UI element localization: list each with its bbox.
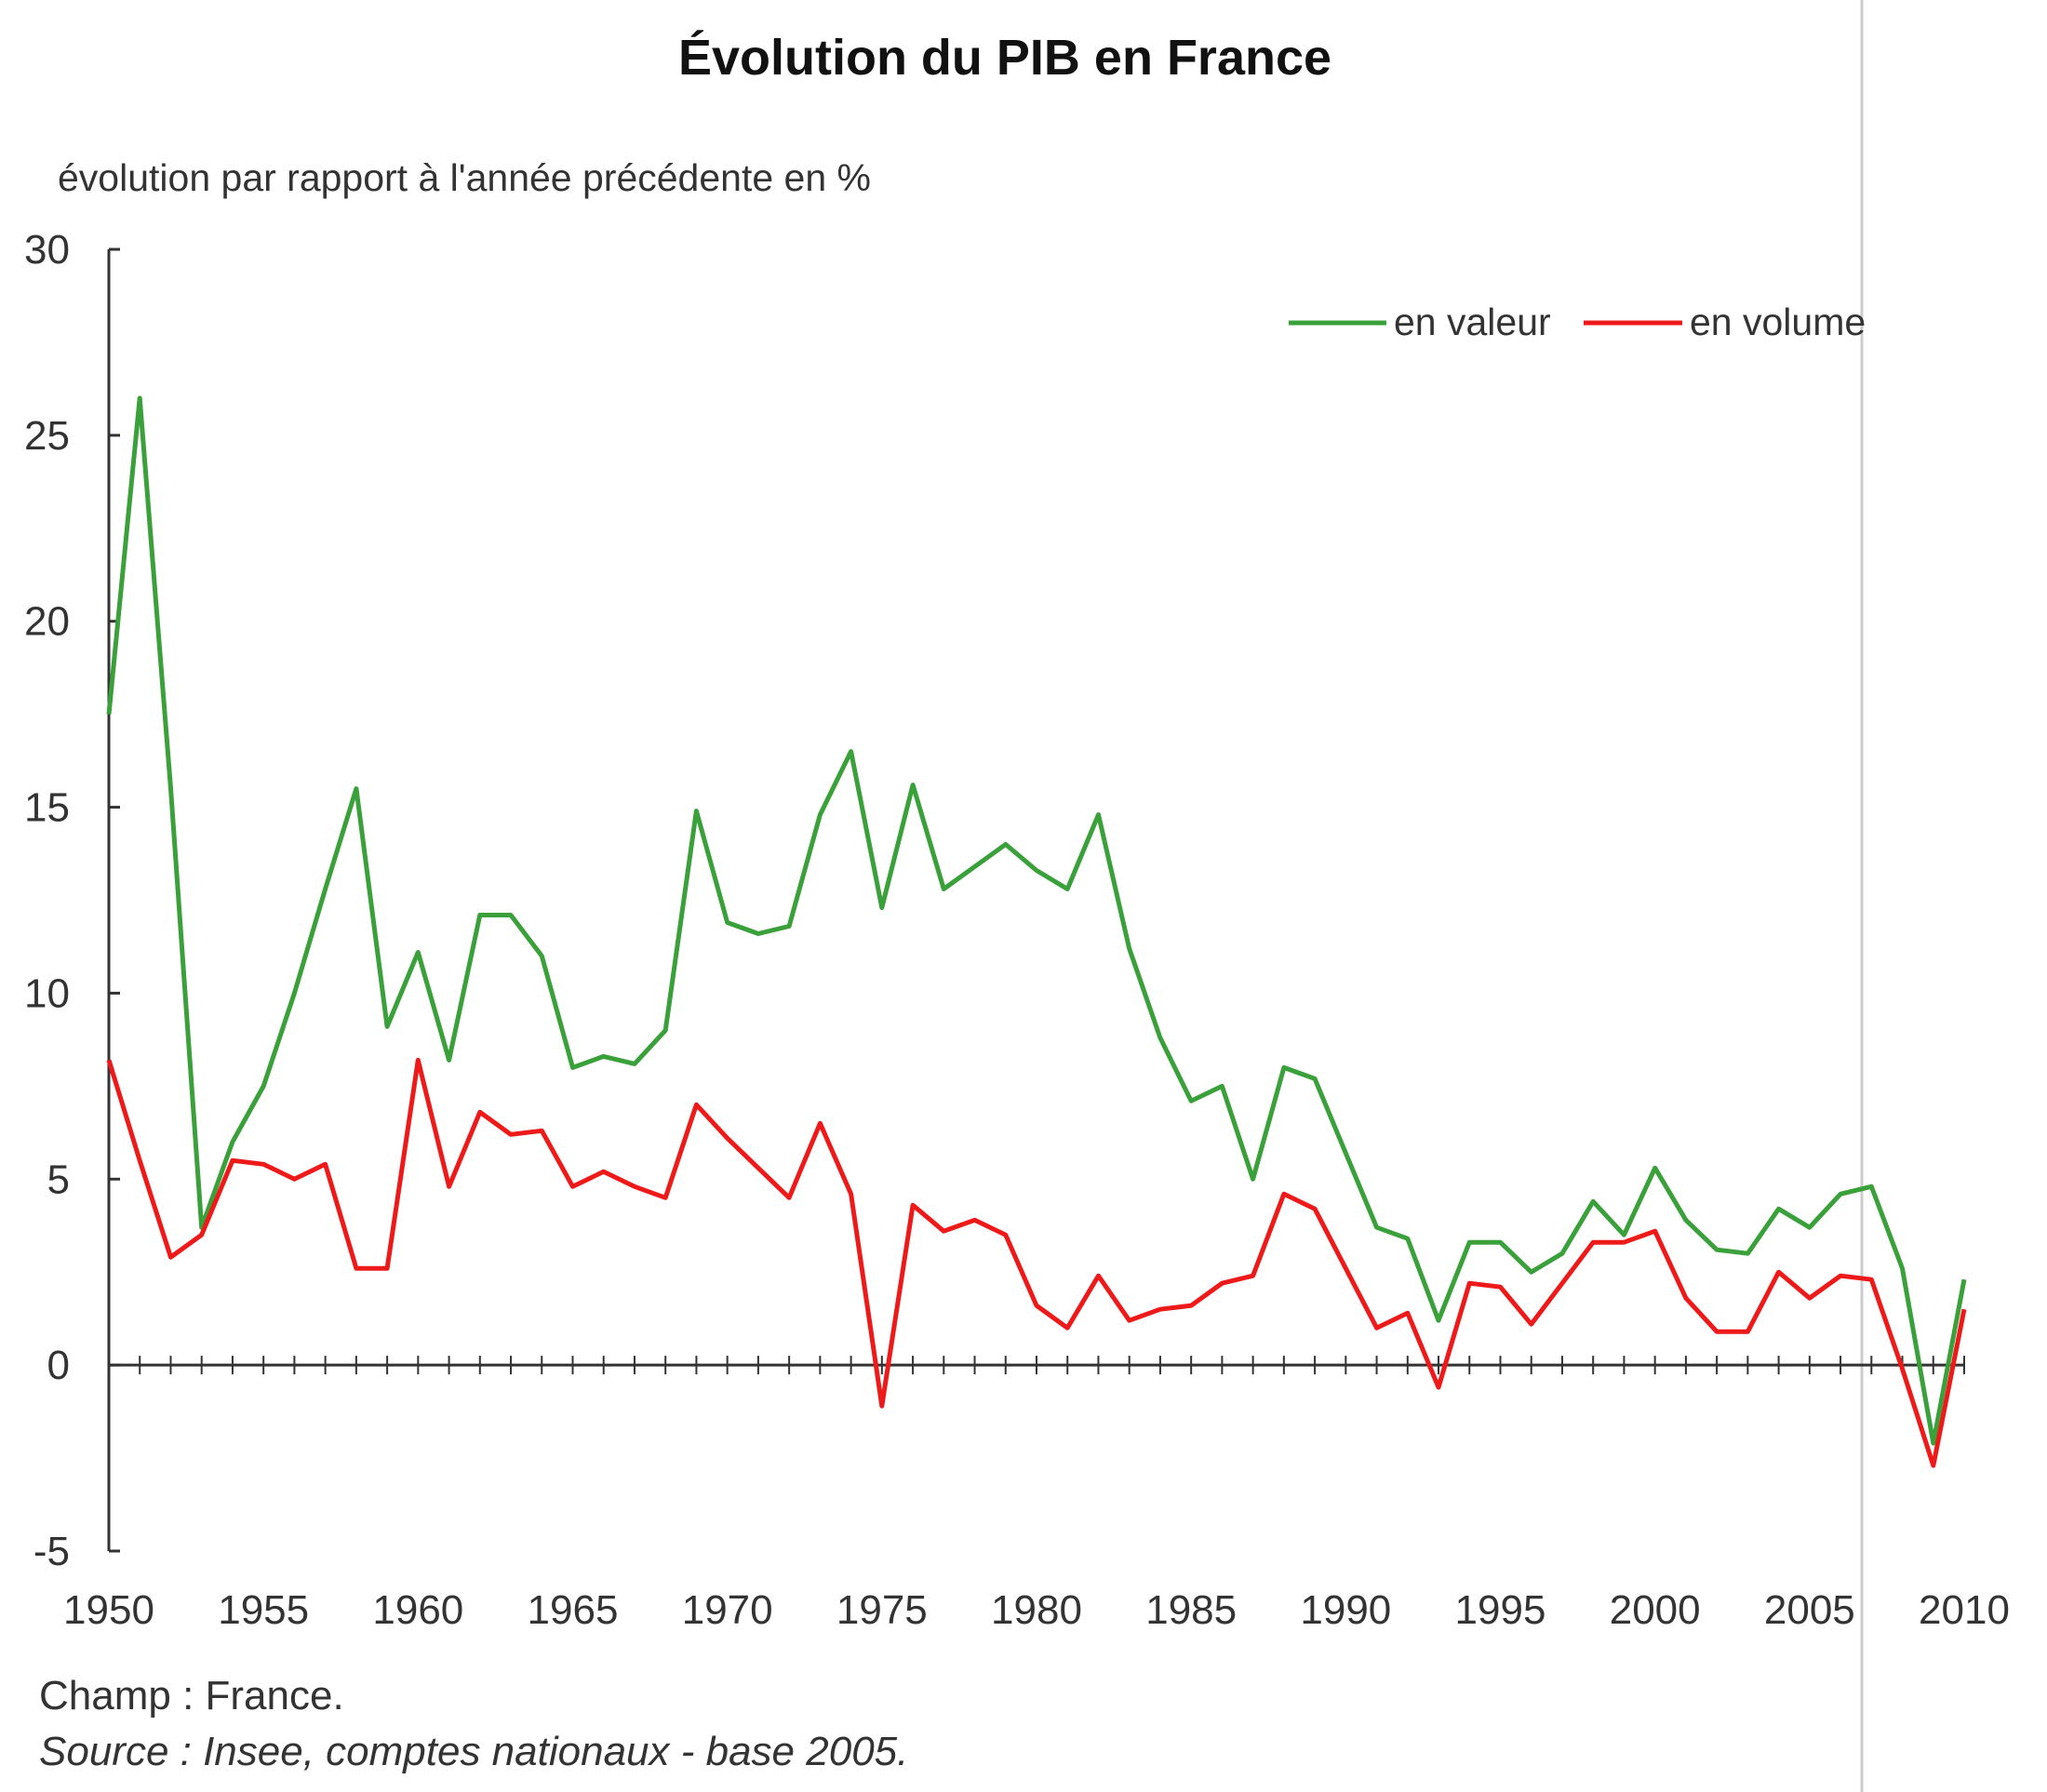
x-axis: 1950 1955 1960 1965 1970 1975 1980 1985 1990 1995… xyxy=(63,1356,2010,1633)
x-tick-label: 2010 xyxy=(1919,1587,2010,1633)
x-tick-label: 1970 xyxy=(682,1587,773,1633)
x-tick-label: 1960 xyxy=(372,1587,463,1633)
x-tick-label: 1980 xyxy=(991,1587,1082,1633)
y-tick-label: -5 xyxy=(33,1529,70,1574)
series-line-en-valeur xyxy=(106,395,1967,1446)
x-tick-label: 2000 xyxy=(1610,1587,1701,1633)
y-tick-label: 0 xyxy=(47,1343,70,1388)
chart-title: Évolution du PIB en France xyxy=(678,30,1331,86)
chart-subtitle: évolution par rapport à l'année précéden… xyxy=(58,156,871,199)
y-tick-label: 20 xyxy=(24,599,70,645)
x-tick-label: 1975 xyxy=(836,1587,928,1633)
y-tick-label: 5 xyxy=(47,1157,70,1202)
x-tick-label: 1985 xyxy=(1145,1587,1237,1633)
series-line-en-volume xyxy=(106,1057,1967,1468)
legend-label-en-volume: en volume xyxy=(1690,301,1866,343)
note-champ: Champ : France. xyxy=(39,1673,344,1718)
y-axis: 30 25 20 15 10 5 0 -5 xyxy=(24,227,120,1574)
y-tick-label: 25 xyxy=(24,413,70,459)
y-tick-label: 10 xyxy=(24,970,70,1016)
x-tick-label: 2005 xyxy=(1764,1587,1855,1633)
series-lines xyxy=(106,395,1967,1468)
note-source: Source : Insee, comptes nationaux - base… xyxy=(39,1729,908,1774)
x-tick-label: 1990 xyxy=(1300,1587,1391,1633)
y-tick-label: 30 xyxy=(24,227,70,273)
x-tick-label: 1955 xyxy=(218,1587,309,1633)
x-tick-label: 1950 xyxy=(63,1587,154,1633)
x-tick-label: 1965 xyxy=(528,1587,619,1633)
x-tick-label: 1995 xyxy=(1455,1587,1546,1633)
y-tick-label: 15 xyxy=(24,785,70,831)
legend: en valeur en volume xyxy=(1289,301,1866,343)
legend-label-en-valeur: en valeur xyxy=(1394,301,1551,343)
